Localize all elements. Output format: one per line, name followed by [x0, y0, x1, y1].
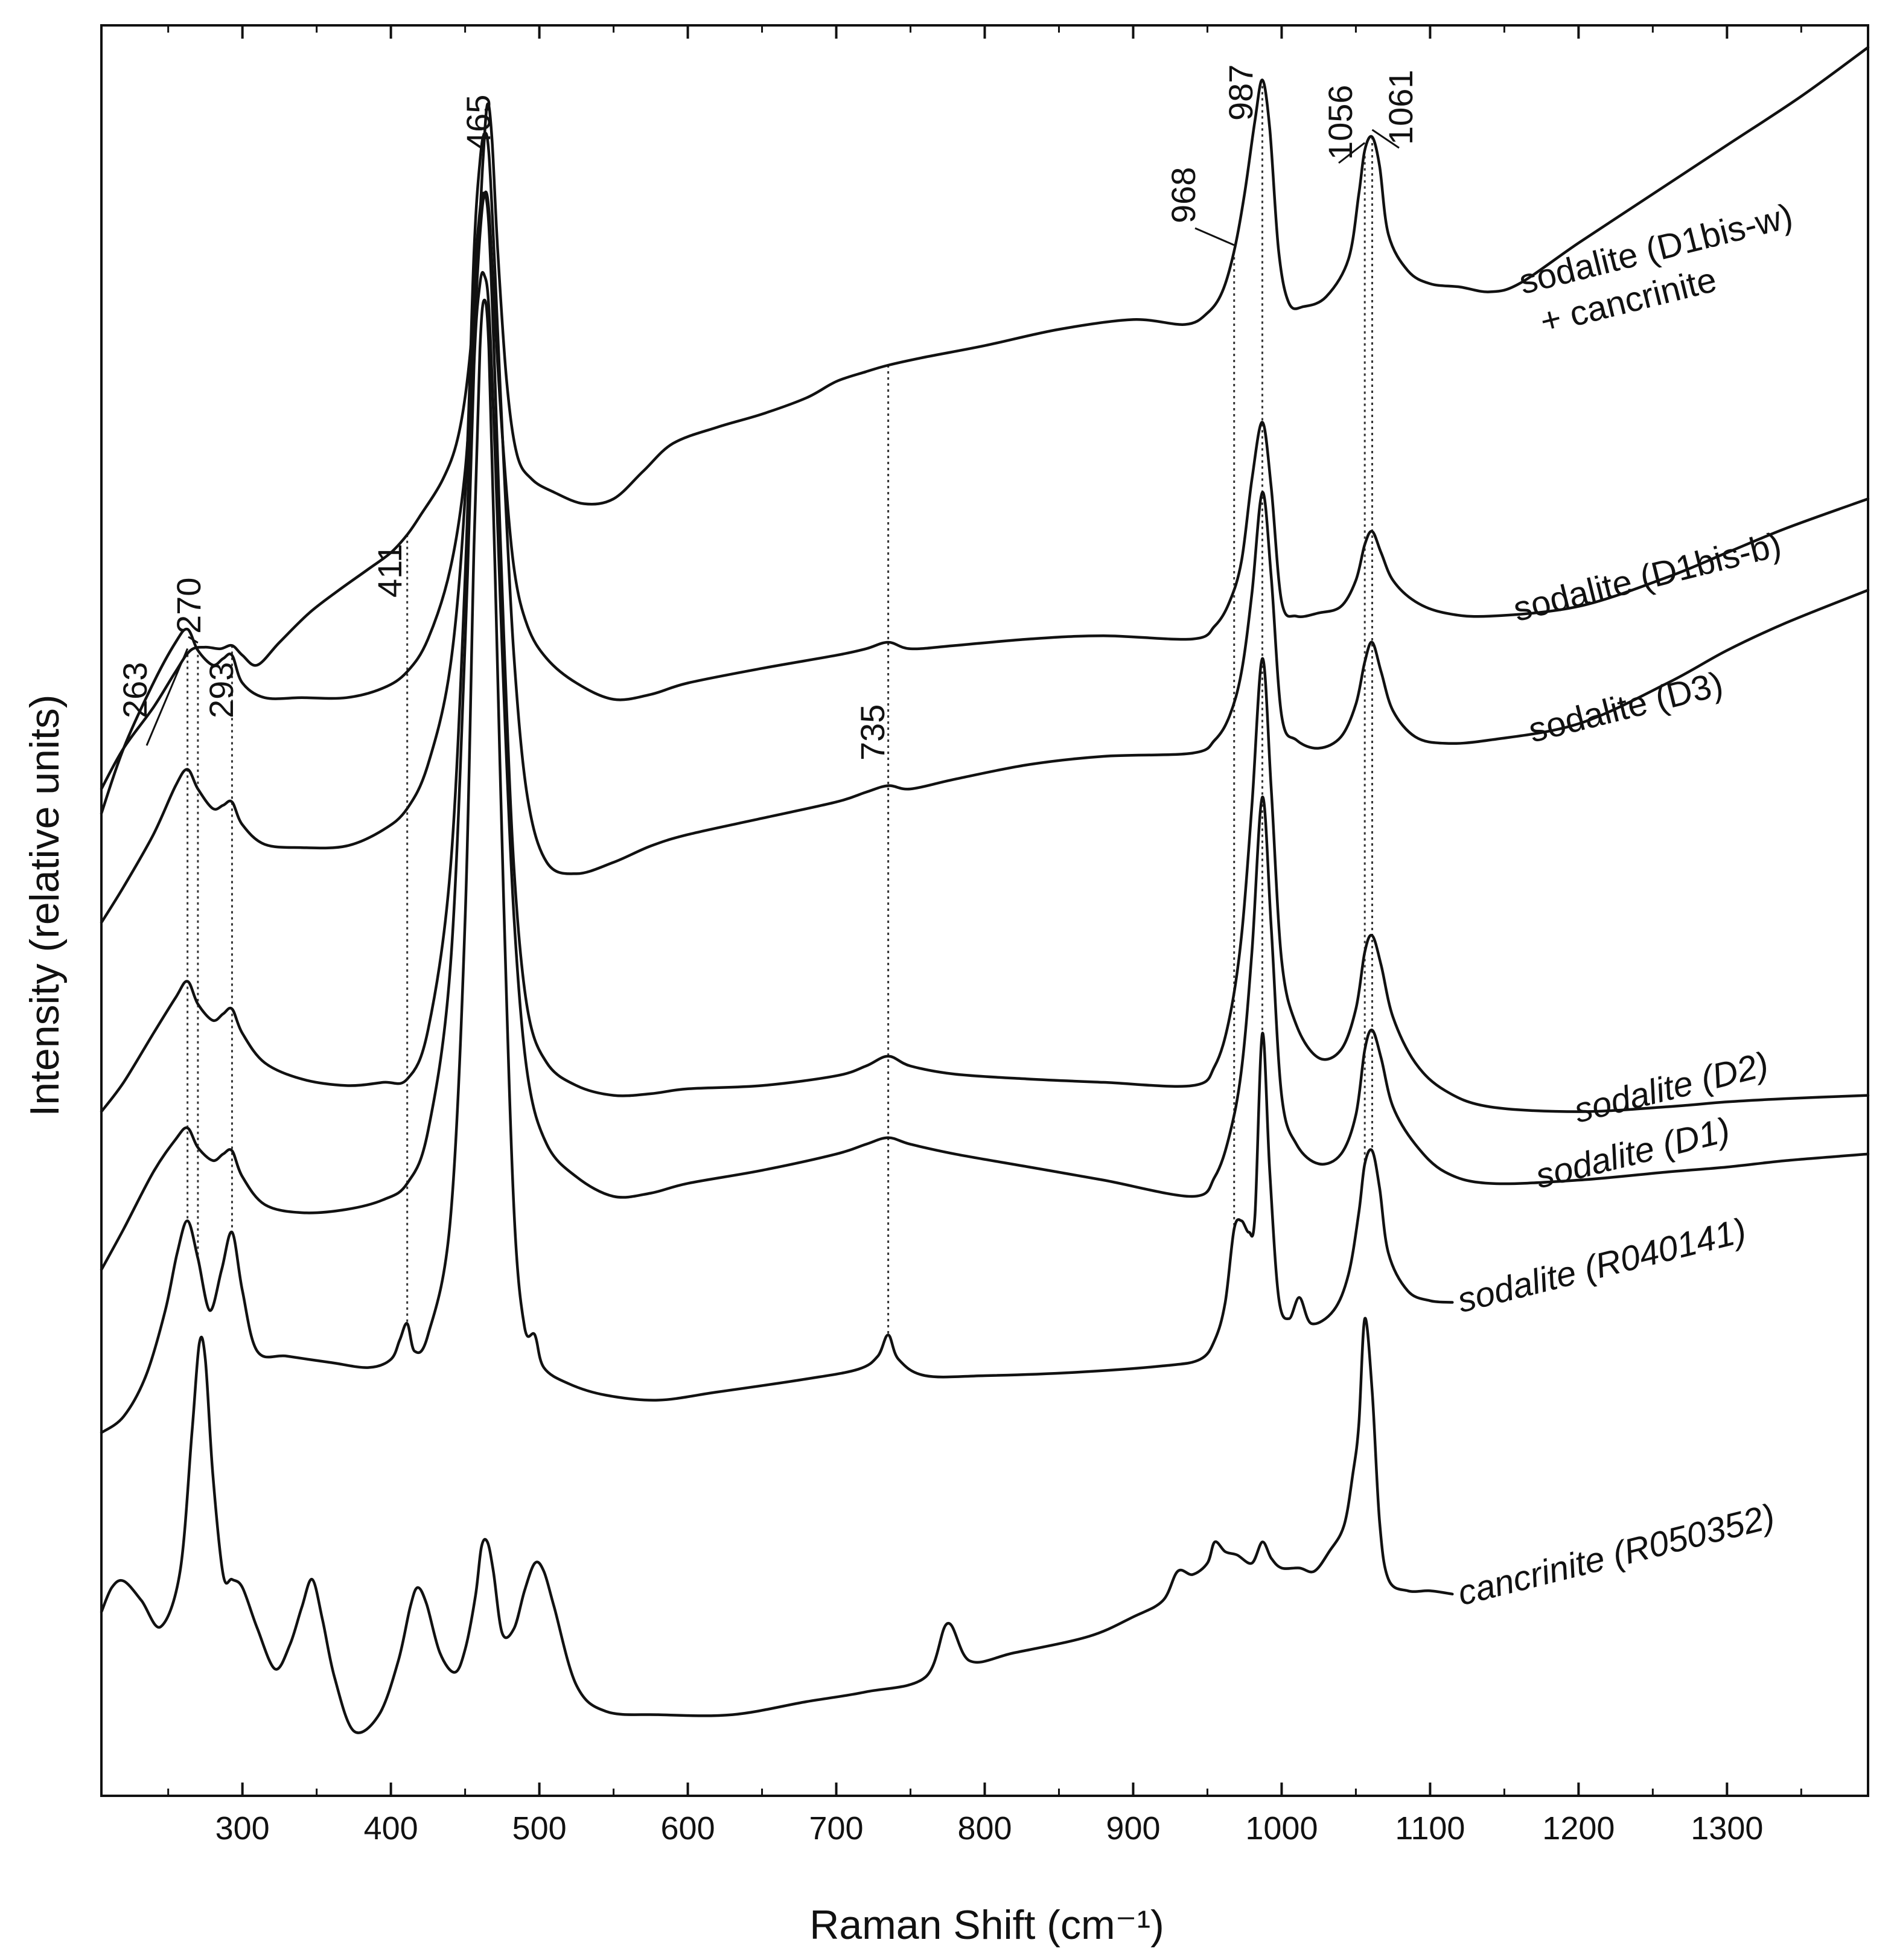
- series-line: [100, 271, 1870, 1271]
- spectra-series: [100, 46, 1870, 1734]
- x-tick-label: 1000: [1245, 1810, 1318, 1847]
- peak-label: 411: [371, 544, 409, 598]
- series-label: sodalite (D2): [1570, 1044, 1773, 1131]
- x-tick-label: 900: [1106, 1810, 1160, 1847]
- peak-label: 968: [1164, 167, 1202, 223]
- peak-label: 270: [170, 578, 208, 634]
- series-line: [100, 132, 1870, 924]
- peak-label: 735: [853, 704, 891, 761]
- series-label: cancrinite (R050352): [1454, 1496, 1779, 1613]
- peak-label-leader: [1338, 142, 1366, 164]
- peak-label: 987: [1222, 65, 1260, 121]
- series-line: [100, 298, 1454, 1434]
- series-label: sodalite (D1bis-b): [1510, 525, 1785, 629]
- x-tick-label: 800: [957, 1810, 1012, 1847]
- x-tick-label: 700: [809, 1810, 863, 1847]
- peak-label: 293: [202, 662, 240, 718]
- series-label: sodalite (D3): [1525, 664, 1727, 750]
- series-label: sodalite (R040141): [1453, 1210, 1750, 1320]
- series-line: [100, 1317, 1454, 1734]
- peak-marker-lines: [187, 80, 1373, 1335]
- x-tick-label: 1100: [1395, 1810, 1465, 1847]
- x-axis-title: Raman Shift (cm⁻¹): [809, 1902, 1164, 1948]
- peak-label-leader: [188, 636, 199, 644]
- x-tick-label: 1300: [1691, 1810, 1763, 1847]
- y-axis-title: Intensity (relative units): [22, 694, 68, 1116]
- peak-label-leader: [1194, 227, 1235, 246]
- axes: 300 400 500 600 700 800 900 1000 1100 1200 1300: [100, 24, 1869, 1847]
- peak-label: 465: [459, 95, 497, 151]
- x-tick-label: 400: [364, 1810, 418, 1847]
- peak-labels: 263 270 293 411 465 735 968 987 1056 1061: [116, 65, 1420, 761]
- series-line: [100, 46, 1870, 791]
- x-tick-label: 300: [215, 1810, 270, 1847]
- peak-label: 1061: [1382, 69, 1420, 145]
- x-tick-label: 500: [512, 1810, 567, 1847]
- peak-label: 1056: [1321, 85, 1359, 160]
- x-tick-label: 1200: [1542, 1810, 1615, 1847]
- peak-label-leader: [145, 648, 189, 746]
- peak-label-leader: [1371, 129, 1400, 149]
- x-tick-label: 600: [661, 1810, 715, 1847]
- peak-label: 263: [116, 662, 154, 718]
- series-label: sodalite (D1): [1532, 1110, 1734, 1196]
- series-line: [100, 191, 1870, 1113]
- series-line: [100, 190, 1870, 815]
